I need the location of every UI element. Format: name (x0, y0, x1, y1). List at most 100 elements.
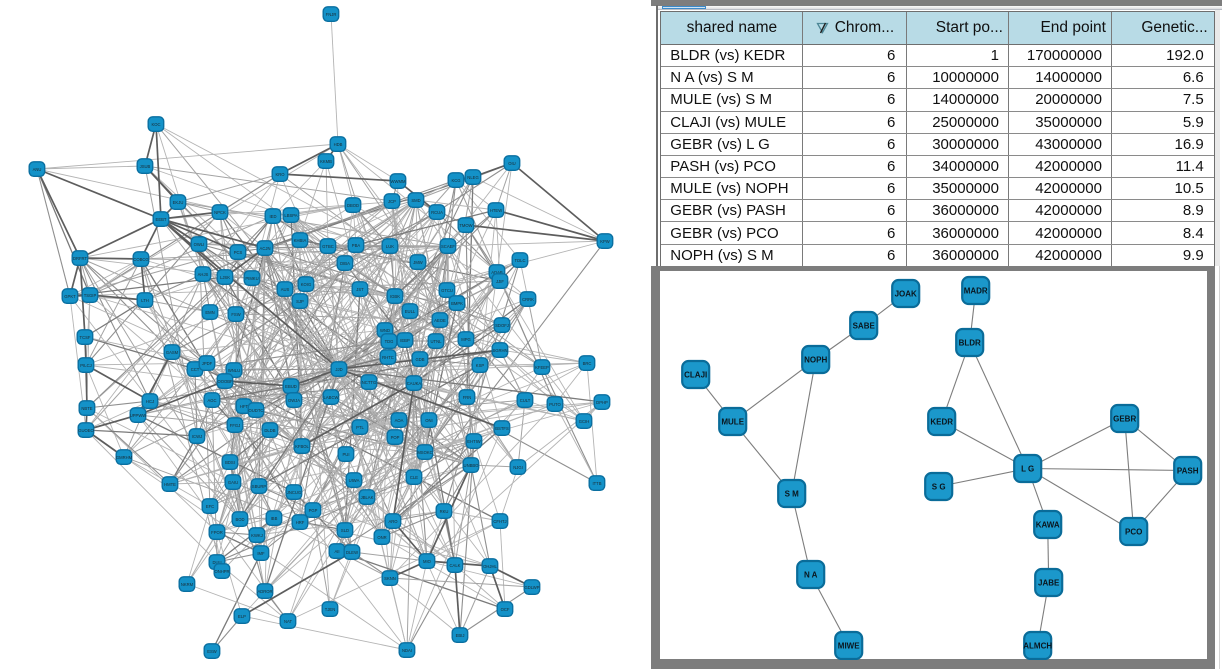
svg-text:CLE: CLE (410, 475, 418, 480)
svg-text:AUS: AUS (281, 287, 290, 292)
svg-text:JCP: JCP (388, 199, 396, 204)
svg-text:BLDR: BLDR (959, 338, 981, 347)
svg-text:S G: S G (932, 482, 946, 491)
svg-text:JPDF: JPDF (202, 361, 213, 366)
svg-text:AII: AII (334, 549, 339, 554)
svg-text:CAUKA: CAUKA (407, 381, 422, 386)
svg-text:TCSF: TCSF (80, 335, 91, 340)
svg-text:NKRM: NKRM (181, 582, 194, 587)
svg-text:PCO: PCO (1125, 527, 1142, 536)
svg-text:PASH: PASH (1177, 466, 1199, 475)
svg-text:OUDTC: OUDTC (249, 408, 264, 413)
svg-text:CLAJI: CLAJI (684, 370, 707, 379)
svg-text:NAT: NAT (284, 619, 293, 624)
svg-text:KFEEP: KFEEP (535, 365, 549, 370)
svg-text:FFGJ: FFGJ (230, 423, 240, 428)
svg-text:JABE: JABE (1038, 578, 1060, 587)
svg-text:GDB: GDB (415, 357, 424, 362)
svg-text:BSTFS: BSTFS (495, 426, 509, 431)
svg-text:JSUB: JSUB (140, 164, 151, 169)
svg-text:PGP: PGP (309, 508, 318, 513)
svg-text:SJP: SJP (296, 299, 304, 304)
svg-text:PBA: PBA (352, 243, 361, 248)
svg-text:HMTE: HMTE (164, 482, 176, 487)
svg-text:LBSPA: LBSPA (284, 213, 297, 218)
svg-text:PTL: PTL (356, 425, 364, 430)
svg-text:PCS: PCS (234, 250, 243, 255)
svg-text:EMN: EMN (205, 310, 214, 315)
svg-text:JMW: JMW (413, 260, 423, 265)
svg-text:GCIH: GCIH (579, 419, 589, 424)
svg-text:BRC: BRC (583, 361, 592, 366)
svg-text:DLEW: DLEW (346, 550, 358, 555)
svg-text:JBLAK: JBLAK (361, 495, 374, 500)
svg-text:OWJA: OWJA (288, 398, 300, 403)
svg-text:CULT: CULT (520, 398, 531, 403)
svg-text:ADAB: ADAB (491, 270, 503, 275)
svg-text:AOA: AOA (395, 418, 404, 423)
svg-text:CALK: CALK (450, 563, 461, 568)
svg-text:GAIU: GAIU (228, 480, 238, 485)
svg-text:JNCUG: JNCUG (287, 490, 301, 495)
svg-text:ITTB: ITTB (592, 481, 601, 486)
svg-text:KEDR: KEDR (931, 417, 954, 426)
svg-text:PUTO: PUTO (549, 402, 561, 407)
svg-text:SMD: SMD (411, 198, 420, 203)
svg-text:IEBP: IEBP (400, 338, 410, 343)
svg-text:AGC: AGC (207, 398, 216, 403)
svg-text:KHBIA: KHBIA (294, 238, 307, 243)
svg-text:MPG: MPG (461, 337, 471, 342)
svg-text:PIMKU: PIMKU (245, 276, 258, 281)
svg-text:BDSI: BDSI (225, 460, 235, 465)
svg-text:NJGI: NJGI (513, 465, 523, 470)
svg-text:HTEW: HTEW (490, 208, 502, 213)
svg-text:KKMB: KKMB (320, 159, 332, 164)
svg-text:ARO: ARO (388, 519, 398, 524)
svg-text:CFHTJ: CFHTJ (493, 519, 506, 524)
svg-text:WWMM: WWMM (391, 179, 406, 184)
svg-text:TJEN: TJEN (325, 607, 335, 612)
svg-text:JST: JST (356, 287, 364, 292)
svg-text:BOD: BOD (235, 517, 244, 522)
svg-text:AHJS: AHJS (198, 272, 209, 277)
svg-text:NLEG: NLEG (467, 175, 478, 180)
svg-text:S M: S M (785, 489, 800, 498)
svg-text:CCT: CCT (191, 367, 200, 372)
svg-text:ADROR: ADROR (257, 589, 272, 594)
svg-text:KSP: KSP (476, 363, 485, 368)
svg-text:FSW: FSW (231, 312, 240, 317)
svg-text:EKJU: EKJU (173, 200, 184, 205)
svg-text:LJSK: LJSK (220, 275, 230, 280)
svg-text:ONR: ONR (377, 535, 386, 540)
svg-text:GPKT: GPKT (64, 294, 76, 299)
svg-text:KWKJ: KWKJ (251, 533, 263, 538)
svg-text:KOIG: KOIG (301, 282, 311, 287)
svg-text:DIBA: DIBA (340, 261, 350, 266)
svg-text:WNLU: WNLU (228, 368, 240, 373)
svg-text:MIO: MIO (423, 559, 432, 564)
svg-text:UNBBO: UNBBO (464, 463, 480, 468)
svg-text:KFBOL: KFBOL (295, 444, 309, 449)
svg-text:HRF: HRF (296, 520, 305, 525)
svg-text:GDLWP: GDLWP (524, 585, 539, 590)
svg-text:EULL: EULL (405, 309, 416, 314)
svg-text:EFC: EFC (206, 504, 214, 509)
svg-text:ANU: ANU (33, 167, 42, 172)
svg-text:GASM: GASM (166, 350, 179, 355)
svg-text:SGRHN: SGRHN (492, 348, 507, 353)
svg-text:IBB: IBB (271, 516, 278, 521)
svg-text:ELP: ELP (238, 614, 246, 619)
svg-text:SBURP: SBURP (252, 484, 267, 489)
svg-text:KRO: KRO (275, 172, 285, 177)
svg-text:NDAI: NDAI (402, 648, 412, 653)
svg-text:FPOR: FPOR (211, 530, 223, 535)
svg-text:OHJHL: OHJHL (483, 564, 497, 569)
svg-text:PUI: PUI (343, 452, 350, 457)
svg-text:ESW: ESW (207, 649, 217, 654)
svg-text:EHTIW: EHTIW (467, 439, 481, 444)
svg-text:SKNN: SKNN (384, 576, 396, 581)
svg-text:L G: L G (1021, 464, 1034, 473)
svg-text:GTCU: GTCU (441, 288, 453, 293)
svg-text:OWLI: OWLI (194, 242, 205, 247)
svg-text:UPPWW: UPPWW (130, 413, 147, 418)
